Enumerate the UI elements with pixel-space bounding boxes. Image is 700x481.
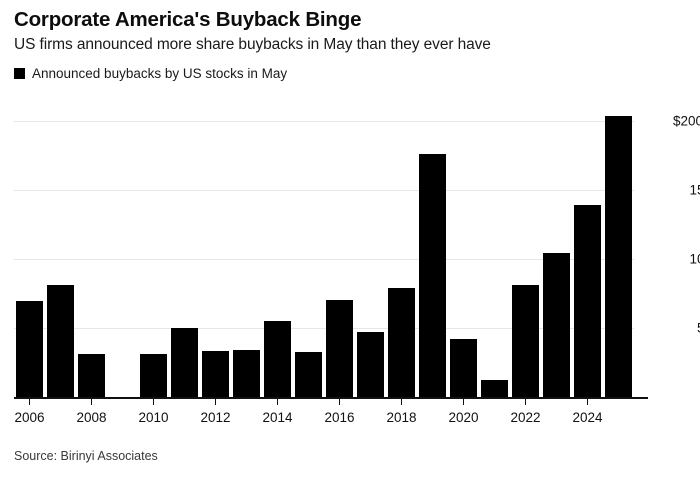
- x-tick-mark: [400, 398, 403, 405]
- bar-2015: [295, 352, 322, 398]
- plot-area: 2006 2008 2010 2012 2014 2016 2018 2020 2022 2024…: [14, 113, 700, 425]
- x-axis-label: 2022: [510, 410, 541, 425]
- bar-2011: [171, 327, 198, 398]
- bar-2021: [481, 380, 508, 398]
- bar-2024: [574, 204, 601, 398]
- bar-2008: [78, 353, 105, 398]
- x-axis-label: 2016: [324, 410, 355, 425]
- bar-2025: [605, 116, 632, 398]
- x-axis-label: 2010: [138, 410, 169, 425]
- y-axis-label: $200B: [672, 113, 700, 129]
- x-axis-label: 2014: [262, 410, 293, 425]
- bar-2012: [202, 351, 229, 398]
- bar-2014: [264, 320, 291, 398]
- bar-2016: [326, 300, 353, 398]
- x-axis-label: 2018: [386, 410, 417, 425]
- bar-2023: [543, 253, 570, 398]
- page-subtitle: US firms announced more share buybacks i…: [14, 36, 491, 53]
- bar-2017: [357, 331, 384, 398]
- x-axis-label: 2012: [200, 410, 231, 425]
- chart-legend: Announced buybacks by US stocks in May: [14, 66, 287, 81]
- x-tick-mark: [152, 398, 155, 405]
- x-tick-mark: [462, 398, 465, 405]
- bar-2020: [450, 338, 477, 398]
- bar-2018: [388, 287, 415, 398]
- x-tick-mark: [586, 398, 589, 405]
- bar-2010: [140, 353, 167, 398]
- x-tick-mark: [276, 398, 279, 405]
- x-axis-label: 2006: [14, 410, 45, 425]
- axis-zero-line: [14, 397, 648, 399]
- x-axis-label: 2020: [448, 410, 479, 425]
- y-axis-label: 50: [654, 320, 700, 335]
- gridline: [14, 189, 634, 191]
- legend-label: Announced buybacks by US stocks in May: [32, 66, 288, 81]
- x-tick-mark: [28, 398, 31, 405]
- x-tick-mark: [214, 398, 217, 405]
- legend-swatch-icon: [14, 68, 25, 79]
- y-axis-label: 100: [689, 251, 700, 267]
- x-tick-mark: [338, 398, 341, 405]
- bar-2022: [512, 284, 539, 398]
- page-title: Corporate America's Buyback Binge: [14, 8, 362, 31]
- bar-2019: [419, 153, 446, 398]
- bar-2006: [16, 301, 43, 398]
- x-axis-label: 2008: [76, 410, 107, 425]
- y-axis-label: 0: [654, 390, 700, 405]
- y-axis-label: 150: [689, 182, 700, 198]
- source-note: Source: Birinyi Associates: [14, 449, 158, 463]
- x-tick-mark: [90, 398, 93, 405]
- x-tick-mark: [524, 398, 527, 405]
- gridline: [14, 120, 634, 122]
- x-axis-label: 2024: [572, 410, 603, 425]
- bar-2007: [47, 284, 74, 398]
- gridline: [14, 258, 634, 260]
- bars-group: [14, 114, 634, 398]
- gridline: [14, 327, 634, 329]
- bar-2013: [233, 349, 260, 398]
